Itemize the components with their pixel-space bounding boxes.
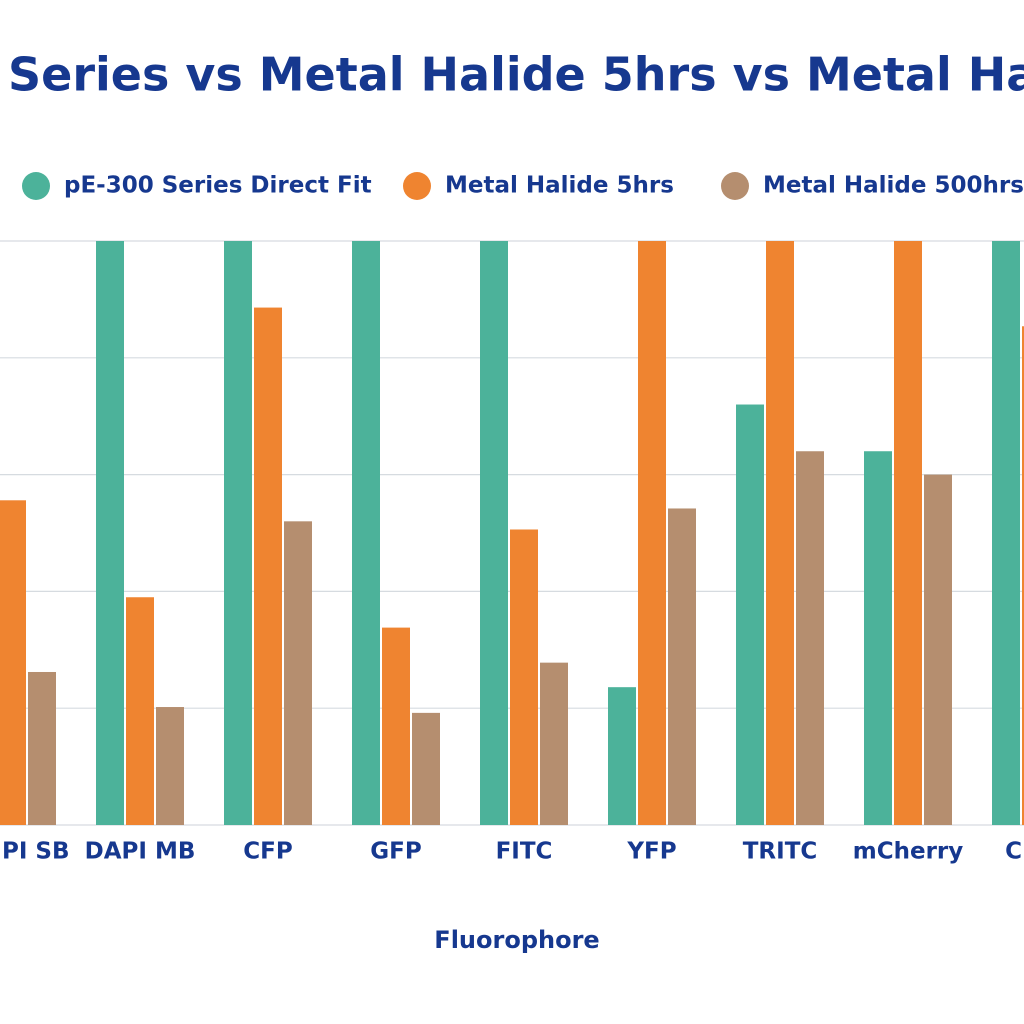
bar xyxy=(352,241,380,825)
bar xyxy=(796,451,824,825)
bar xyxy=(284,521,312,825)
bar xyxy=(992,241,1020,825)
bar xyxy=(766,241,794,825)
bar xyxy=(736,404,764,825)
x-tick-label: mCherry xyxy=(853,839,964,865)
bar xyxy=(156,707,184,825)
chart-title: Series vs Metal Halide 5hrs vs Metal Hal… xyxy=(8,48,1024,102)
bar xyxy=(412,712,440,825)
x-tick-label: DAPI MB xyxy=(85,839,196,865)
bar xyxy=(480,241,508,825)
legend-marker xyxy=(721,172,749,200)
bar xyxy=(0,500,26,825)
bar xyxy=(668,508,696,825)
x-tick-label: CFP xyxy=(243,839,292,865)
legend-label: pE-300 Series Direct Fit xyxy=(64,173,372,199)
bar xyxy=(864,451,892,825)
x-tick-label: C xyxy=(1005,839,1022,865)
legend-label: Metal Halide 500hrs xyxy=(763,173,1024,199)
bar xyxy=(96,241,124,825)
bar xyxy=(894,241,922,825)
bar xyxy=(924,474,952,825)
bar xyxy=(540,662,568,825)
bar xyxy=(254,307,282,825)
x-tick-label: FITC xyxy=(496,839,553,865)
bar xyxy=(382,627,410,825)
legend-label: Metal Halide 5hrs xyxy=(445,173,674,199)
bar xyxy=(224,241,252,825)
bar xyxy=(126,597,154,825)
x-axis-title: Fluorophore xyxy=(434,926,599,954)
bar xyxy=(28,671,56,825)
x-tick-label: TRITC xyxy=(743,839,818,865)
x-tick-label: GFP xyxy=(370,839,421,865)
bar xyxy=(1022,326,1024,825)
x-tick-label: PI SB xyxy=(2,839,70,865)
bar xyxy=(638,241,666,825)
legend-marker xyxy=(22,172,50,200)
bar xyxy=(608,687,636,825)
x-tick-label: YFP xyxy=(626,839,676,865)
legend-marker xyxy=(403,172,431,200)
bar xyxy=(510,529,538,825)
